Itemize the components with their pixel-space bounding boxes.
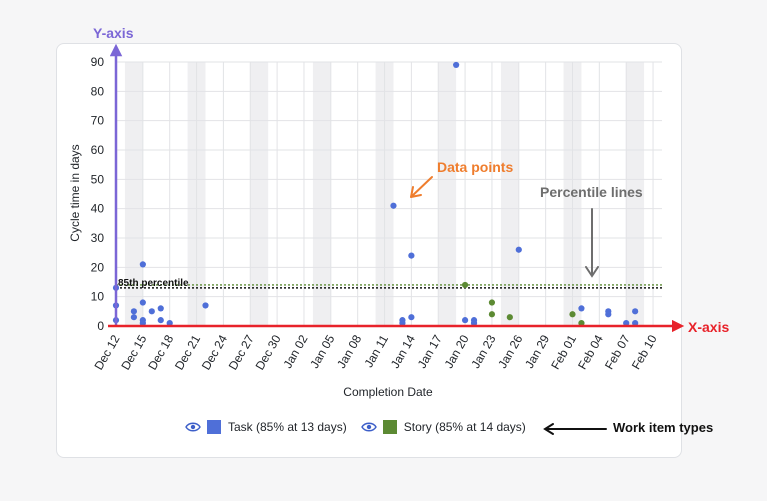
data-points bbox=[112, 61, 639, 327]
x-tick-label: Feb 07 bbox=[602, 332, 633, 372]
data-point-task bbox=[399, 317, 406, 324]
x-tick-label: Feb 01 bbox=[548, 332, 579, 372]
chart-legend: Task (85% at 13 days) Story (85% at 14 d… bbox=[185, 420, 540, 434]
x-tick-label: Feb 04 bbox=[575, 332, 606, 372]
x-tick-label: Jan 20 bbox=[442, 332, 472, 370]
x-tick-label: Jan 05 bbox=[307, 332, 337, 370]
data-point-task bbox=[470, 319, 478, 327]
data-point-task bbox=[623, 319, 630, 327]
x-axis-title: Completion Date bbox=[343, 385, 433, 399]
y-tick-label: 40 bbox=[91, 202, 105, 216]
weekend-band bbox=[438, 62, 457, 326]
y-tick-label: 10 bbox=[91, 290, 105, 304]
weekend-band bbox=[312, 62, 331, 326]
data-point-story bbox=[506, 314, 513, 321]
eye-icon bbox=[360, 422, 377, 432]
data-point-task bbox=[632, 319, 639, 327]
y-tick-label: 50 bbox=[91, 172, 105, 186]
x-axis-annotation: X-axis bbox=[688, 319, 729, 335]
y-tick-label: 20 bbox=[91, 260, 105, 274]
weekend-band bbox=[124, 62, 143, 326]
data-point-task bbox=[390, 202, 397, 209]
legend-item-task[interactable]: Task (85% at 13 days) bbox=[185, 420, 347, 434]
percentile-lines: 85th percentile bbox=[116, 278, 662, 289]
y-axis-annotation: Y-axis bbox=[93, 25, 134, 41]
data-point-task bbox=[408, 252, 415, 259]
weekend-band bbox=[500, 62, 519, 326]
data-points-arrow bbox=[410, 176, 433, 198]
axes bbox=[108, 43, 685, 333]
x-tick-label: Jan 17 bbox=[415, 332, 445, 370]
y-tick-label: 60 bbox=[91, 143, 105, 157]
data-point-task bbox=[130, 314, 138, 321]
work-item-types-annotation: Work item types bbox=[613, 420, 714, 435]
percentile-lines-annotation: Percentile lines bbox=[540, 184, 643, 200]
x-tick-label: Feb 10 bbox=[629, 332, 660, 372]
x-tick-label: Jan 08 bbox=[334, 332, 364, 370]
y-axis-title: Cycle time in days bbox=[68, 144, 82, 241]
data-point-task bbox=[157, 317, 164, 324]
data-point-task bbox=[139, 261, 146, 268]
legend-story-label: Story (85% at 14 days) bbox=[403, 420, 526, 434]
data-point-story bbox=[488, 311, 496, 318]
weekend-band bbox=[250, 62, 269, 326]
data-point-task bbox=[515, 246, 522, 253]
story-color-swatch bbox=[382, 420, 397, 434]
work-item-types-arrow bbox=[543, 423, 607, 435]
data-point-task bbox=[461, 317, 469, 324]
y-tick-label: 0 bbox=[97, 319, 104, 333]
data-point-task bbox=[130, 308, 138, 315]
grid-lines bbox=[115, 61, 662, 327]
x-tick-label: Jan 26 bbox=[495, 332, 525, 370]
data-point-task bbox=[148, 308, 155, 315]
data-point-task bbox=[202, 302, 209, 309]
data-point-task bbox=[578, 305, 585, 312]
legend-task-label: Task (85% at 13 days) bbox=[228, 420, 347, 434]
x-tick-label: Jan 11 bbox=[361, 332, 391, 370]
data-points-annotation: Data points bbox=[437, 159, 513, 175]
task-color-swatch bbox=[207, 420, 221, 434]
x-tick-label: Dec 30 bbox=[253, 332, 284, 372]
data-point-task bbox=[139, 319, 146, 327]
data-point-task bbox=[605, 311, 612, 318]
percentile-lines-arrow bbox=[585, 208, 599, 278]
x-tick-label: Jan 23 bbox=[468, 332, 498, 370]
data-point-task bbox=[139, 299, 146, 306]
eye-icon bbox=[185, 422, 201, 432]
data-point-task bbox=[157, 305, 164, 312]
data-point-task bbox=[166, 319, 173, 327]
data-point-story bbox=[578, 319, 585, 327]
data-point-task bbox=[408, 314, 415, 321]
data-point-story bbox=[461, 281, 469, 289]
y-tick-label: 30 bbox=[91, 231, 105, 245]
data-point-task bbox=[453, 61, 460, 69]
legend-item-story[interactable]: Story (85% at 14 days) bbox=[360, 420, 526, 434]
y-tick-label: 80 bbox=[91, 84, 105, 98]
data-point-story bbox=[569, 311, 576, 318]
x-tick-label: Jan 14 bbox=[388, 332, 418, 370]
percentile-label: 85th percentile bbox=[118, 278, 189, 289]
y-tick-label: 90 bbox=[91, 55, 105, 69]
y-tick-label: 70 bbox=[91, 114, 105, 128]
data-point-story bbox=[488, 299, 496, 306]
x-tick-label: Jan 02 bbox=[280, 332, 310, 370]
weekend-band bbox=[626, 62, 645, 326]
y-tick-labels: 0 10 20 30 40 50 60 70 80 90 bbox=[91, 55, 105, 333]
data-point-task bbox=[632, 308, 639, 315]
